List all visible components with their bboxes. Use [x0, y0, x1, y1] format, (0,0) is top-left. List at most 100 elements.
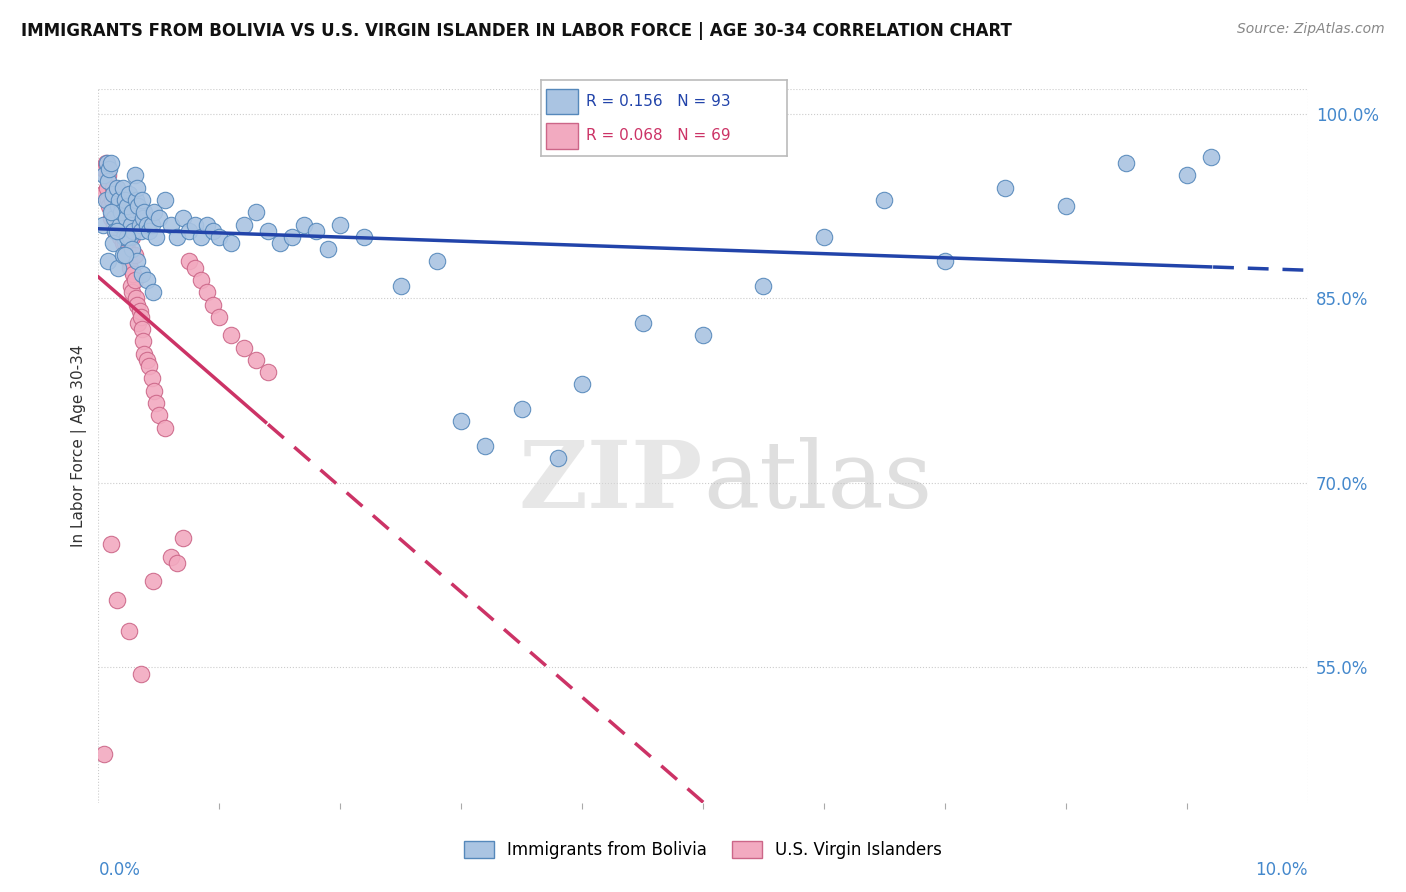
Point [124, 273, 146, 287]
Point [105, 224, 128, 238]
Point [107, 193, 129, 207]
Point [104, 224, 127, 238]
Point [101, 186, 124, 201]
Point [166, 556, 188, 570]
Point [184, 260, 207, 275]
Point [112, 230, 135, 244]
Point [245, 352, 267, 367]
Point [93, 162, 115, 177]
Point [117, 218, 139, 232]
Point [121, 242, 143, 256]
Text: IMMIGRANTS FROM BOLIVIA VS U.S. VIRGIN ISLANDER IN LABOR FORCE | AGE 30-34 CORRE: IMMIGRANTS FROM BOLIVIA VS U.S. VIRGIN I… [21, 22, 1012, 40]
Point [172, 211, 194, 226]
Point [118, 624, 141, 638]
Point [101, 205, 124, 219]
Point [105, 180, 128, 194]
Point [145, 230, 167, 244]
Point [426, 254, 449, 268]
Point [108, 230, 131, 244]
Point [100, 156, 122, 170]
Point [190, 230, 212, 244]
Point [132, 334, 155, 349]
Point [129, 310, 152, 324]
Point [131, 193, 153, 207]
Point [873, 193, 896, 207]
Point [190, 273, 212, 287]
Point [107, 211, 129, 226]
Point [97, 169, 120, 183]
Point [132, 211, 155, 226]
Point [202, 297, 225, 311]
Point [111, 248, 134, 262]
Point [120, 279, 142, 293]
Point [96, 156, 118, 170]
Point [97, 193, 120, 207]
Point [752, 279, 775, 293]
Point [166, 230, 188, 244]
Point [208, 230, 231, 244]
Point [135, 218, 157, 232]
Point [91, 218, 114, 232]
Point [135, 273, 157, 287]
Point [129, 224, 152, 238]
Point [100, 537, 122, 551]
Point [118, 230, 141, 244]
Point [1115, 156, 1137, 170]
Point [305, 224, 328, 238]
Point [142, 574, 165, 589]
Point [134, 205, 156, 219]
Point [547, 451, 569, 466]
Point [131, 267, 153, 281]
Point [127, 316, 149, 330]
Point [111, 180, 134, 194]
Point [141, 371, 163, 385]
Point [101, 235, 124, 250]
Point [118, 260, 141, 275]
Point [124, 248, 146, 262]
Point [160, 549, 183, 564]
Point [510, 402, 533, 417]
Point [100, 205, 122, 219]
Point [184, 218, 207, 232]
Point [107, 199, 129, 213]
Text: 0.0%: 0.0% [98, 861, 141, 879]
Point [117, 242, 139, 256]
Point [195, 285, 218, 300]
Point [129, 666, 152, 681]
Point [245, 205, 267, 219]
Point [96, 180, 118, 194]
Point [111, 205, 134, 219]
Point [98, 199, 121, 213]
Point [179, 224, 201, 238]
Point [107, 260, 129, 275]
Text: atlas: atlas [703, 437, 932, 526]
Point [131, 322, 153, 336]
Point [125, 291, 148, 305]
Point [94, 193, 117, 207]
Point [108, 193, 131, 207]
Point [128, 303, 150, 318]
Point [114, 235, 136, 250]
Point [202, 224, 225, 238]
Point [631, 316, 654, 330]
Point [571, 377, 593, 392]
Point [124, 169, 146, 183]
Text: 10.0%: 10.0% [1256, 861, 1308, 879]
Point [221, 235, 243, 250]
Point [125, 193, 148, 207]
Point [100, 211, 122, 226]
Point [104, 224, 127, 238]
Point [127, 199, 149, 213]
Point [115, 230, 138, 244]
Point [179, 254, 201, 268]
Point [100, 193, 122, 207]
Point [232, 218, 254, 232]
Point [143, 384, 166, 398]
Bar [547, 123, 578, 149]
Point [160, 218, 183, 232]
Point [148, 409, 170, 423]
Point [100, 205, 122, 219]
Point [134, 347, 156, 361]
Point [120, 218, 142, 232]
Point [103, 218, 125, 232]
